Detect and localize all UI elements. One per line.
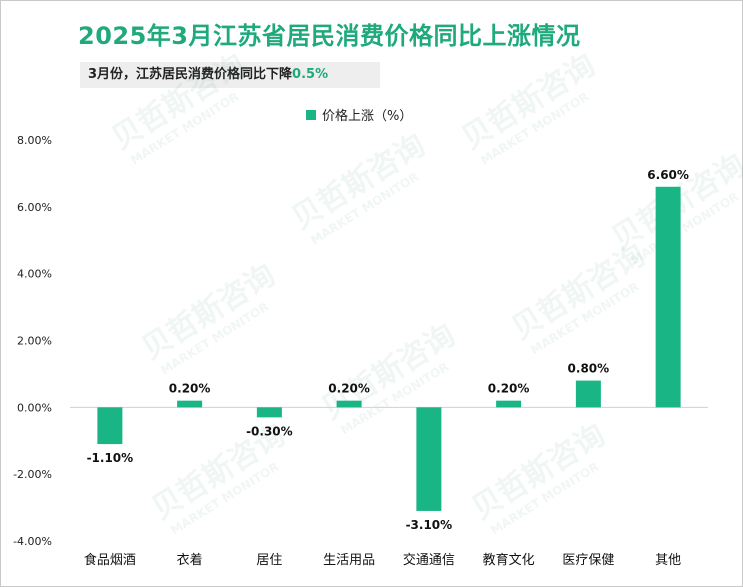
x-category-label: 其他 <box>655 553 681 568</box>
x-category-label: 医疗保健 <box>562 553 614 568</box>
data-label: 0.20% <box>488 382 530 396</box>
bar <box>336 400 362 408</box>
x-category-label: 交通通信 <box>403 552 455 568</box>
y-tick-label: -2.00% <box>13 468 52 481</box>
x-axis: 食品烟酒 衣着 居住 生活用品 交通通信 教育文化 医疗保健 其他 <box>84 552 681 568</box>
bar <box>575 380 601 408</box>
subtitle-text: 3月份，江苏居民消费价格同比下降 <box>88 67 293 82</box>
x-category-label: 衣着 <box>177 552 203 568</box>
y-tick-label: 4.00% <box>17 268 52 281</box>
data-label: -3.10% <box>406 518 453 532</box>
data-labels-group: -1.10% 0.20% -0.30% 0.20% -3.10% 0.20% 0.80% 6.… <box>87 168 689 532</box>
y-axis: 8.00% 6.00% 4.00% 2.00% 0.00% -2.00% -4.00% <box>13 134 52 548</box>
bar <box>177 400 203 408</box>
data-label: 0.20% <box>169 382 211 396</box>
y-tick-label: -4.00% <box>13 535 52 548</box>
x-category-label: 教育文化 <box>483 552 535 568</box>
legend-label: 价格上涨（%） <box>322 108 412 124</box>
y-tick-label: 6.00% <box>17 201 52 214</box>
x-category-label: 生活用品 <box>323 553 375 568</box>
legend: 价格上涨（%） <box>306 108 412 124</box>
y-tick-label: 0.00% <box>17 401 52 414</box>
chart-title: 2025年3月江苏省居民消费价格同比上涨情况 <box>78 22 581 50</box>
y-tick-label: 2.00% <box>17 335 52 348</box>
subtitle-value: 0.5% <box>292 67 329 82</box>
bar <box>655 186 681 408</box>
data-label: 0.20% <box>328 382 370 396</box>
bar <box>496 400 522 408</box>
bar <box>416 407 442 511</box>
y-tick-label: 8.00% <box>17 134 52 147</box>
data-label: 6.60% <box>647 168 689 182</box>
legend-swatch <box>306 110 316 120</box>
subtitle-box: 3月份，江苏居民消费价格同比下降0.5% <box>80 62 380 88</box>
x-category-label: 食品烟酒 <box>84 552 136 568</box>
bar <box>97 407 123 445</box>
bars-group <box>97 186 681 511</box>
data-label: -0.30% <box>246 424 293 438</box>
bar <box>256 407 282 418</box>
data-label: 0.80% <box>568 362 610 376</box>
x-category-label: 居住 <box>256 553 282 568</box>
data-label: -1.10% <box>87 451 134 465</box>
